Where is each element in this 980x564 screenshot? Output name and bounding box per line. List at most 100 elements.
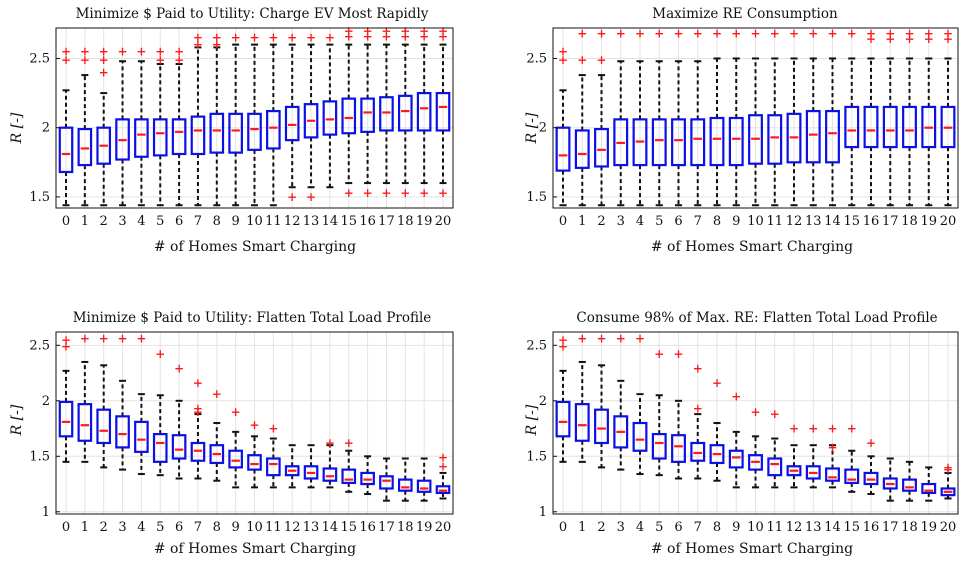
outlier-marker: + bbox=[268, 422, 278, 436]
box bbox=[902, 478, 917, 492]
x-tick-label: 0 bbox=[62, 520, 70, 535]
x-tick-label: 17 bbox=[378, 520, 395, 535]
x-tick-label: 17 bbox=[882, 520, 899, 535]
box bbox=[651, 118, 667, 167]
outlier-marker: + bbox=[866, 32, 876, 46]
box bbox=[209, 444, 225, 465]
x-tick-label: 0 bbox=[559, 520, 567, 535]
outlier-marker: + bbox=[381, 186, 391, 200]
outlier-marker: + bbox=[61, 53, 71, 67]
x-tick-label: 3 bbox=[617, 520, 625, 535]
y-axis-label: R [-] bbox=[9, 112, 25, 144]
box bbox=[825, 467, 840, 482]
box bbox=[613, 118, 629, 167]
x-tick-label: 14 bbox=[824, 520, 841, 535]
outlier-marker: + bbox=[693, 362, 703, 376]
outlier-marker: + bbox=[924, 27, 934, 41]
x-tick-label: 18 bbox=[397, 520, 414, 535]
box bbox=[266, 109, 281, 150]
x-tick-label: 20 bbox=[940, 520, 957, 535]
x-tick-label: 5 bbox=[655, 520, 663, 535]
x-tick-label: 6 bbox=[674, 520, 682, 535]
x-tick-label: 5 bbox=[156, 520, 164, 535]
y-tick-label: 2 bbox=[539, 121, 547, 136]
box bbox=[671, 118, 686, 167]
x-tick-label: 18 bbox=[901, 520, 918, 535]
y-axis-label: R [-] bbox=[9, 404, 25, 436]
outlier-marker: + bbox=[61, 333, 71, 347]
y-tick-label: 1.5 bbox=[29, 449, 50, 464]
outlier-marker: + bbox=[118, 332, 128, 346]
y-tick-label: 1.5 bbox=[29, 190, 50, 205]
outlier-marker: + bbox=[193, 38, 203, 52]
box bbox=[940, 487, 956, 497]
outlier-marker: + bbox=[438, 29, 448, 43]
x-tick-label: 4 bbox=[137, 520, 145, 535]
x-tick-label: 16 bbox=[863, 214, 880, 229]
outlier-marker: + bbox=[558, 333, 568, 347]
outlier-marker: + bbox=[193, 405, 203, 419]
panel-maximize-re: Maximize RE Consumption # of Homes Smart… bbox=[524, 6, 959, 255]
outlier-marker: + bbox=[438, 459, 448, 473]
box bbox=[228, 449, 243, 469]
outlier-marker: + bbox=[381, 24, 391, 38]
x-tick-label: 2 bbox=[597, 214, 605, 229]
outlier-marker: + bbox=[885, 32, 895, 46]
box bbox=[748, 454, 763, 471]
box bbox=[303, 103, 319, 139]
outlier-marker: + bbox=[231, 31, 241, 45]
outlier-marker: + bbox=[673, 27, 683, 41]
box bbox=[728, 449, 744, 469]
x-tick-label: 12 bbox=[786, 214, 803, 229]
x-tick-label: 16 bbox=[359, 520, 376, 535]
outlier-marker: + bbox=[827, 440, 837, 454]
box bbox=[632, 118, 648, 167]
box bbox=[748, 114, 763, 165]
y-tick-label: 2 bbox=[42, 394, 50, 409]
x-tick-label: 19 bbox=[920, 520, 937, 535]
outlier-marker: + bbox=[577, 332, 587, 346]
outlier-marker: + bbox=[616, 27, 626, 41]
x-tick-label: 8 bbox=[213, 520, 221, 535]
outlier-marker: + bbox=[438, 450, 448, 464]
box bbox=[266, 457, 281, 477]
x-tick-label: 6 bbox=[175, 520, 183, 535]
x-tick-label: 3 bbox=[617, 214, 625, 229]
outlier-marker: + bbox=[770, 27, 780, 41]
box bbox=[77, 403, 93, 442]
x-tick-label: 2 bbox=[100, 214, 108, 229]
x-tick-label: 2 bbox=[100, 520, 108, 535]
outlier-marker: + bbox=[808, 27, 818, 41]
box bbox=[397, 94, 413, 132]
x-tick-label: 4 bbox=[137, 214, 145, 229]
box bbox=[594, 408, 609, 445]
box bbox=[397, 478, 413, 492]
outlier-marker: + bbox=[943, 27, 953, 41]
outlier-marker: + bbox=[577, 27, 587, 41]
outlier-marker: + bbox=[654, 27, 664, 41]
box bbox=[882, 105, 898, 149]
outlier-marker: + bbox=[693, 402, 703, 416]
box bbox=[805, 109, 821, 164]
x-tick-label: 1 bbox=[578, 520, 586, 535]
outlier-marker: + bbox=[419, 24, 429, 38]
box bbox=[303, 465, 319, 480]
box bbox=[416, 479, 432, 493]
x-axis-label: # of Homes Smart Charging bbox=[154, 239, 356, 255]
outlier-marker: + bbox=[136, 332, 146, 346]
x-tick-label: 20 bbox=[435, 520, 452, 535]
box bbox=[134, 118, 149, 158]
x-tick-label: 12 bbox=[284, 214, 301, 229]
box bbox=[360, 97, 375, 133]
box bbox=[709, 444, 725, 465]
x-tick-label: 1 bbox=[81, 214, 89, 229]
x-tick-label: 10 bbox=[246, 214, 263, 229]
y-tick-label: 2.5 bbox=[526, 338, 547, 353]
outlier-marker: + bbox=[943, 32, 953, 46]
box bbox=[632, 421, 648, 452]
outlier-marker: + bbox=[287, 31, 297, 45]
box bbox=[767, 457, 783, 477]
box bbox=[435, 485, 451, 495]
x-tick-label: 1 bbox=[81, 520, 89, 535]
